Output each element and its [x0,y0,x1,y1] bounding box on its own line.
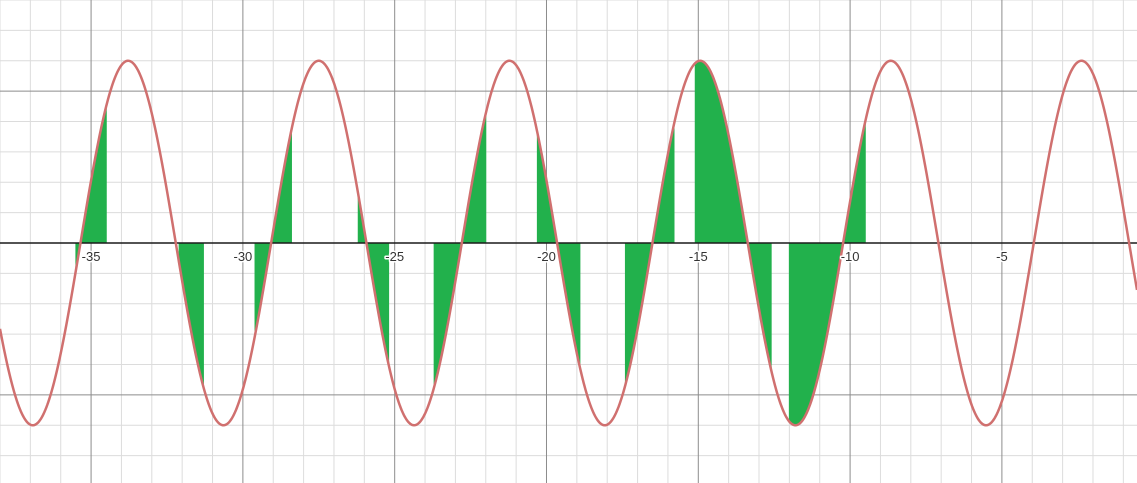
x-tick-label: -30 [233,249,252,264]
x-tick-label: -5 [996,249,1008,264]
x-tick-label: -10 [841,249,860,264]
x-tick-label: -15 [689,249,708,264]
x-tick-label: -25 [385,249,404,264]
x-tick-label: -20 [537,249,556,264]
tick-labels: -35 -30 -25 -20 -15 -10 -5 [80,248,1009,266]
sine-curve [0,59,1137,427]
curves [0,59,1137,427]
x-tick-label: -35 [82,249,101,264]
shaded-region [694,60,772,371]
shaded-region [178,242,204,388]
